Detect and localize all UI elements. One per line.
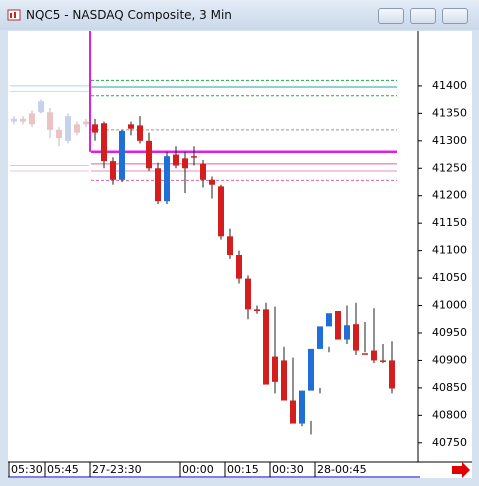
candle-body	[200, 163, 206, 180]
candle-body	[110, 161, 116, 180]
candle-body	[236, 255, 242, 279]
candle-body	[74, 124, 80, 133]
candle-body	[155, 168, 161, 202]
y-tick-label: 40800	[432, 408, 467, 421]
y-tick-label: 41200	[432, 189, 467, 202]
candle-body	[191, 156, 197, 158]
close-button[interactable]	[442, 8, 468, 24]
candle-body	[245, 278, 251, 310]
maximize-button[interactable]	[410, 8, 436, 24]
candle-body	[38, 101, 44, 113]
candle-body	[389, 360, 395, 389]
x-tick-label: 00:30	[272, 463, 304, 476]
y-tick-label: 40950	[432, 326, 467, 339]
candle-body	[218, 186, 224, 237]
candle-body	[362, 353, 368, 355]
y-tick-label: 40850	[432, 381, 467, 394]
candle-body	[101, 123, 107, 162]
y-tick-label: 41300	[432, 134, 467, 147]
candle-body	[227, 236, 233, 256]
x-tick-label: 05:30	[11, 463, 43, 476]
candle-body	[254, 309, 260, 312]
candle-body	[263, 309, 269, 385]
candle-body	[317, 326, 323, 349]
candle-body	[209, 179, 215, 185]
candle-body	[92, 124, 98, 133]
y-tick-label: 41250	[432, 161, 467, 174]
y-tick-label: 41400	[432, 79, 467, 92]
candle-body	[182, 158, 188, 169]
candle-body	[335, 311, 341, 340]
candle-body	[47, 112, 53, 130]
candle-body	[65, 116, 71, 141]
candle-body	[56, 129, 62, 139]
candle-body	[326, 313, 332, 327]
chart-background	[8, 31, 472, 478]
candle-body	[137, 125, 143, 141]
title-bar: NQC5 - NASDAQ Composite, 3 Min	[0, 0, 479, 30]
x-tick-label: 28-00:45	[317, 463, 367, 476]
candle-body	[11, 118, 17, 122]
candle-body	[128, 124, 134, 129]
y-tick-label: 41350	[432, 106, 467, 119]
window-title: NQC5 - NASDAQ Composite, 3 Min	[26, 8, 232, 22]
candle-body	[353, 324, 359, 351]
candle-body	[173, 154, 179, 166]
y-tick-label: 41150	[432, 216, 467, 229]
scroll-arrow[interactable]	[452, 462, 470, 478]
candle-body	[380, 360, 386, 362]
candle-body	[119, 130, 125, 180]
candle-body	[371, 350, 377, 361]
x-tick-label: 00:00	[182, 463, 214, 476]
candle-body	[281, 360, 287, 401]
app-icon	[7, 9, 21, 21]
candle-body	[146, 140, 152, 169]
candle-body	[164, 156, 170, 202]
candle-body	[299, 390, 305, 424]
candle-body	[20, 118, 26, 122]
y-tick-label: 40900	[432, 353, 467, 366]
candle-body	[344, 325, 350, 340]
y-tick-label: 41000	[432, 299, 467, 312]
x-tick-label: 27-23:30	[92, 463, 142, 476]
y-tick-label: 41050	[432, 271, 467, 284]
candle-body	[29, 113, 35, 125]
candle-body	[83, 121, 89, 125]
minimize-button[interactable]	[378, 8, 404, 24]
y-tick-label: 41100	[432, 244, 467, 257]
x-tick-label: 00:15	[227, 463, 259, 476]
candle-body	[290, 400, 296, 424]
candle-body	[308, 348, 314, 391]
x-tick-label: 05:45	[47, 463, 79, 476]
y-tick-label: 40750	[432, 436, 467, 449]
candle-body	[272, 356, 278, 382]
